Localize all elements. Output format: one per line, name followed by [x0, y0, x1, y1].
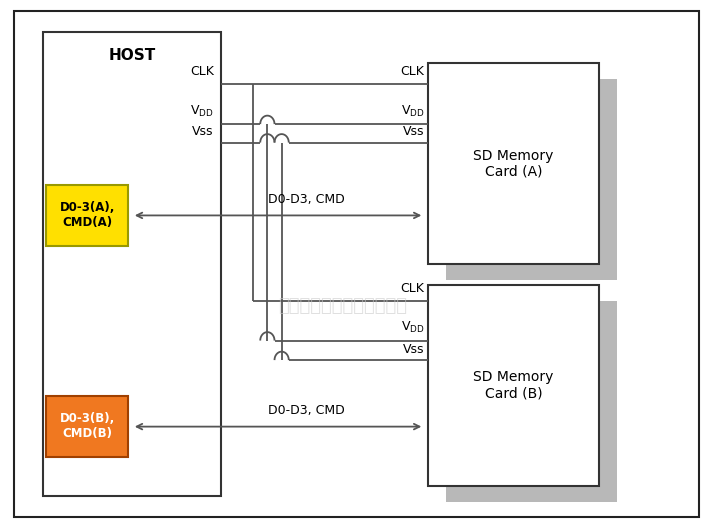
Bar: [46, 185, 128, 246]
Bar: [43, 32, 221, 496]
Text: Vss: Vss: [193, 125, 214, 138]
Text: 深圳市富运达科技有限公司: 深圳市富运达科技有限公司: [278, 297, 406, 315]
Text: SD Memory
Card (B): SD Memory Card (B): [473, 370, 553, 401]
Text: V$_\mathregular{DD}$: V$_\mathregular{DD}$: [190, 103, 214, 119]
Bar: [446, 301, 617, 502]
Text: Vss: Vss: [403, 343, 424, 356]
Text: D0-3(A),
CMD(A): D0-3(A), CMD(A): [60, 201, 115, 229]
Bar: [428, 285, 599, 486]
Text: D0-D3, CMD: D0-D3, CMD: [268, 193, 345, 206]
Text: Vss: Vss: [403, 125, 424, 138]
Text: CLK: CLK: [401, 65, 424, 78]
Text: CLK: CLK: [401, 281, 424, 295]
Text: SD Memory
Card (A): SD Memory Card (A): [473, 148, 553, 179]
Text: HOST: HOST: [108, 48, 155, 62]
Text: D0-D3, CMD: D0-D3, CMD: [268, 404, 345, 417]
Text: V$_\mathregular{DD}$: V$_\mathregular{DD}$: [401, 320, 424, 335]
Text: CLK: CLK: [190, 65, 214, 78]
Text: D0-3(B),
CMD(B): D0-3(B), CMD(B): [60, 412, 115, 440]
Bar: [46, 396, 128, 457]
Bar: [446, 79, 617, 280]
Bar: [428, 63, 599, 264]
Text: V$_\mathregular{DD}$: V$_\mathregular{DD}$: [401, 103, 424, 119]
